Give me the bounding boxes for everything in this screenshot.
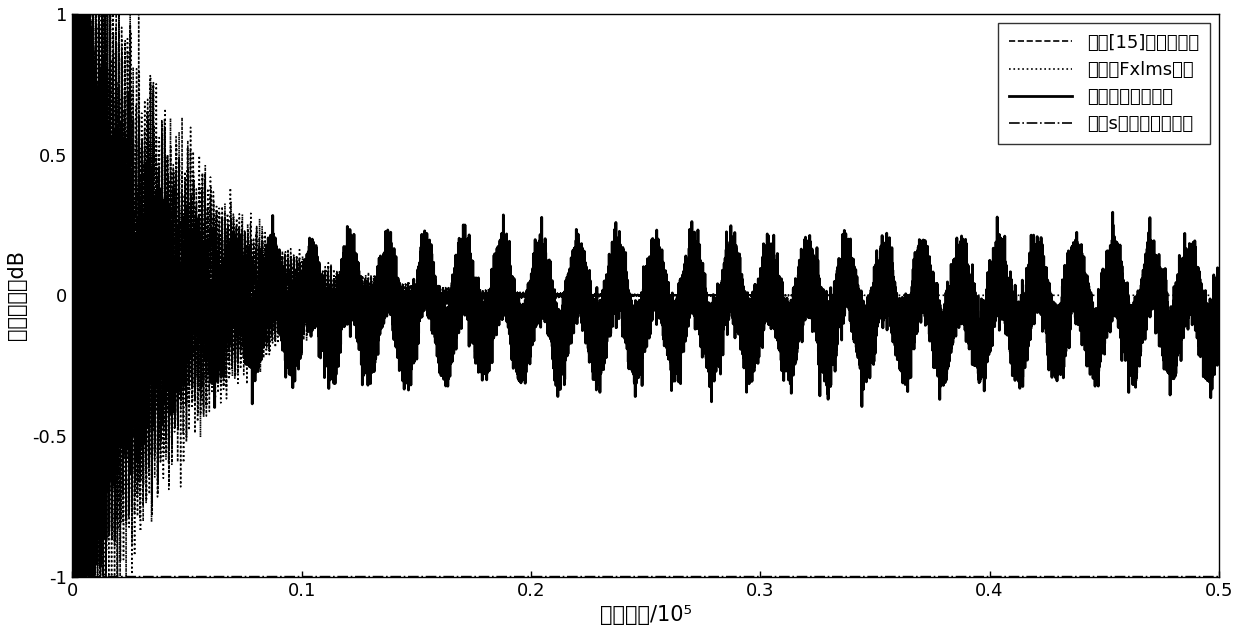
本文所提组合算法 — [1211, 324, 1226, 331]
小步长Fxlms算法 — [143, 148, 157, 155]
本文所提组合算法 — [916, 262, 931, 269]
文献[15]变步长算法 — [341, 10, 356, 18]
本文所提组合算法 — [687, 281, 702, 289]
基于s函数的组合算法 — [755, 573, 770, 580]
小步长Fxlms算法 — [916, 291, 931, 299]
本文所提组合算法 — [143, 250, 157, 258]
X-axis label: 迭代次数/10⁵: 迭代次数/10⁵ — [600, 605, 692, 625]
基于s函数的组合算法 — [687, 573, 702, 580]
小步长Fxlms算法 — [1211, 291, 1226, 299]
文献[15]变步长算法 — [143, 10, 157, 18]
基于s函数的组合算法 — [64, 573, 79, 580]
小步长Fxlms算法 — [67, 573, 82, 580]
本文所提组合算法 — [64, 121, 79, 129]
本文所提组合算法 — [67, 573, 82, 580]
文献[15]变步长算法 — [64, 10, 79, 18]
文献[15]变步长算法 — [503, 10, 518, 18]
Line: 本文所提组合算法: 本文所提组合算法 — [72, 14, 1219, 576]
小步长Fxlms算法 — [66, 10, 81, 18]
本文所提组合算法 — [341, 252, 356, 259]
Legend: 文献[15]变步长算法, 小步长Fxlms算法, 本文所提组合算法, 基于s函数的组合算法: 文献[15]变步长算法, 小步长Fxlms算法, 本文所提组合算法, 基于s函数… — [998, 23, 1210, 143]
本文所提组合算法 — [755, 291, 770, 298]
文献[15]变步长算法 — [1211, 10, 1226, 18]
小步长Fxlms算法 — [64, 236, 79, 243]
基于s函数的组合算法 — [143, 573, 157, 580]
文献[15]变步长算法 — [687, 10, 702, 18]
小步长Fxlms算法 — [687, 291, 702, 299]
本文所提组合算法 — [503, 318, 518, 325]
本文所提组合算法 — [66, 10, 81, 18]
小步长Fxlms算法 — [503, 290, 518, 298]
基于s函数的组合算法 — [1211, 573, 1226, 580]
文献[15]变步长算法 — [915, 10, 930, 18]
小步长Fxlms算法 — [755, 291, 770, 299]
Y-axis label: 误差信号／dB: 误差信号／dB — [7, 250, 27, 340]
基于s函数的组合算法 — [915, 573, 930, 580]
基于s函数的组合算法 — [503, 573, 518, 580]
小步长Fxlms算法 — [341, 275, 356, 283]
基于s函数的组合算法 — [341, 573, 356, 580]
Line: 小步长Fxlms算法: 小步长Fxlms算法 — [72, 14, 1219, 576]
文献[15]变步长算法 — [755, 10, 770, 18]
